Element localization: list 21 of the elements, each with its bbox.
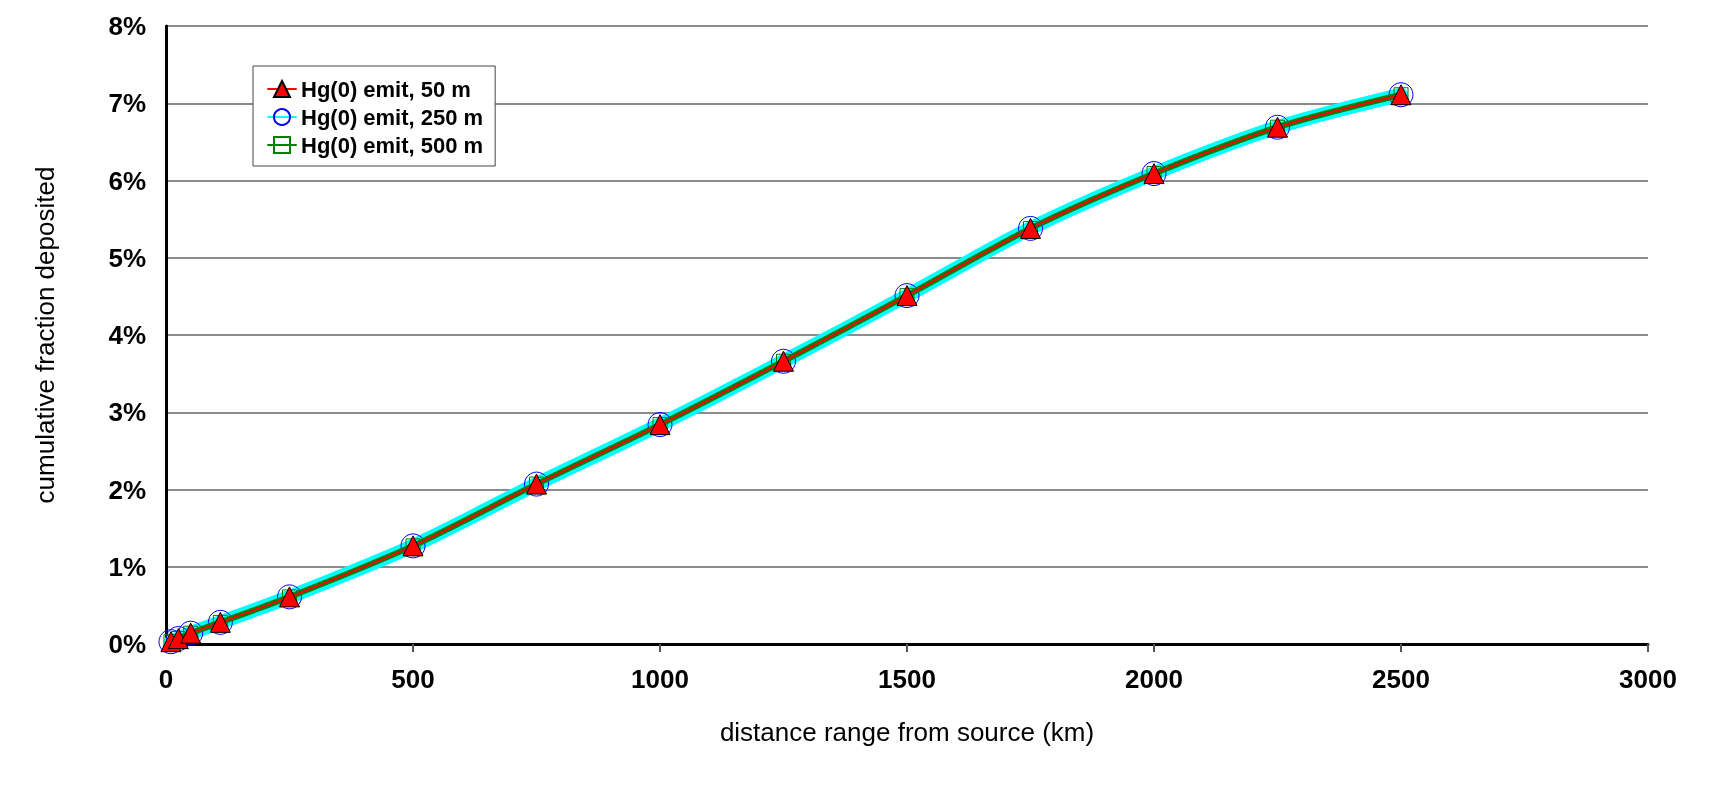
legend-label: Hg(0) emit, 50 m bbox=[301, 76, 471, 102]
x-tick-label: 3000 bbox=[1619, 664, 1677, 694]
y-tick-label: 7% bbox=[108, 88, 146, 119]
y-tick-label: 1% bbox=[108, 551, 146, 582]
y-axis-title: cumulative fraction deposited bbox=[30, 166, 60, 504]
x-tick-label: 1000 bbox=[631, 664, 689, 694]
y-tick-label: 3% bbox=[108, 397, 146, 428]
y-tick-label: 0% bbox=[108, 629, 146, 659]
x-tick-label: 0 bbox=[158, 664, 174, 694]
y-tick-label: 8% bbox=[108, 11, 146, 41]
x-axis-title: distance range from source (km) bbox=[719, 717, 1095, 747]
y-tick-label: 6% bbox=[108, 165, 146, 196]
x-tick-label: 2000 bbox=[1125, 664, 1183, 694]
x-tick-label: 1500 bbox=[878, 664, 936, 694]
x-tick-label: 2500 bbox=[1372, 664, 1430, 694]
y-tick-label: 4% bbox=[108, 320, 146, 350]
legend-label: Hg(0) emit, 500 m bbox=[301, 132, 484, 158]
legend-label: Hg(0) emit, 250 m bbox=[301, 104, 484, 130]
x-tick-label: 500 bbox=[391, 664, 435, 694]
y-tick-label: 5% bbox=[108, 242, 146, 273]
y-tick-label: 2% bbox=[108, 474, 146, 505]
